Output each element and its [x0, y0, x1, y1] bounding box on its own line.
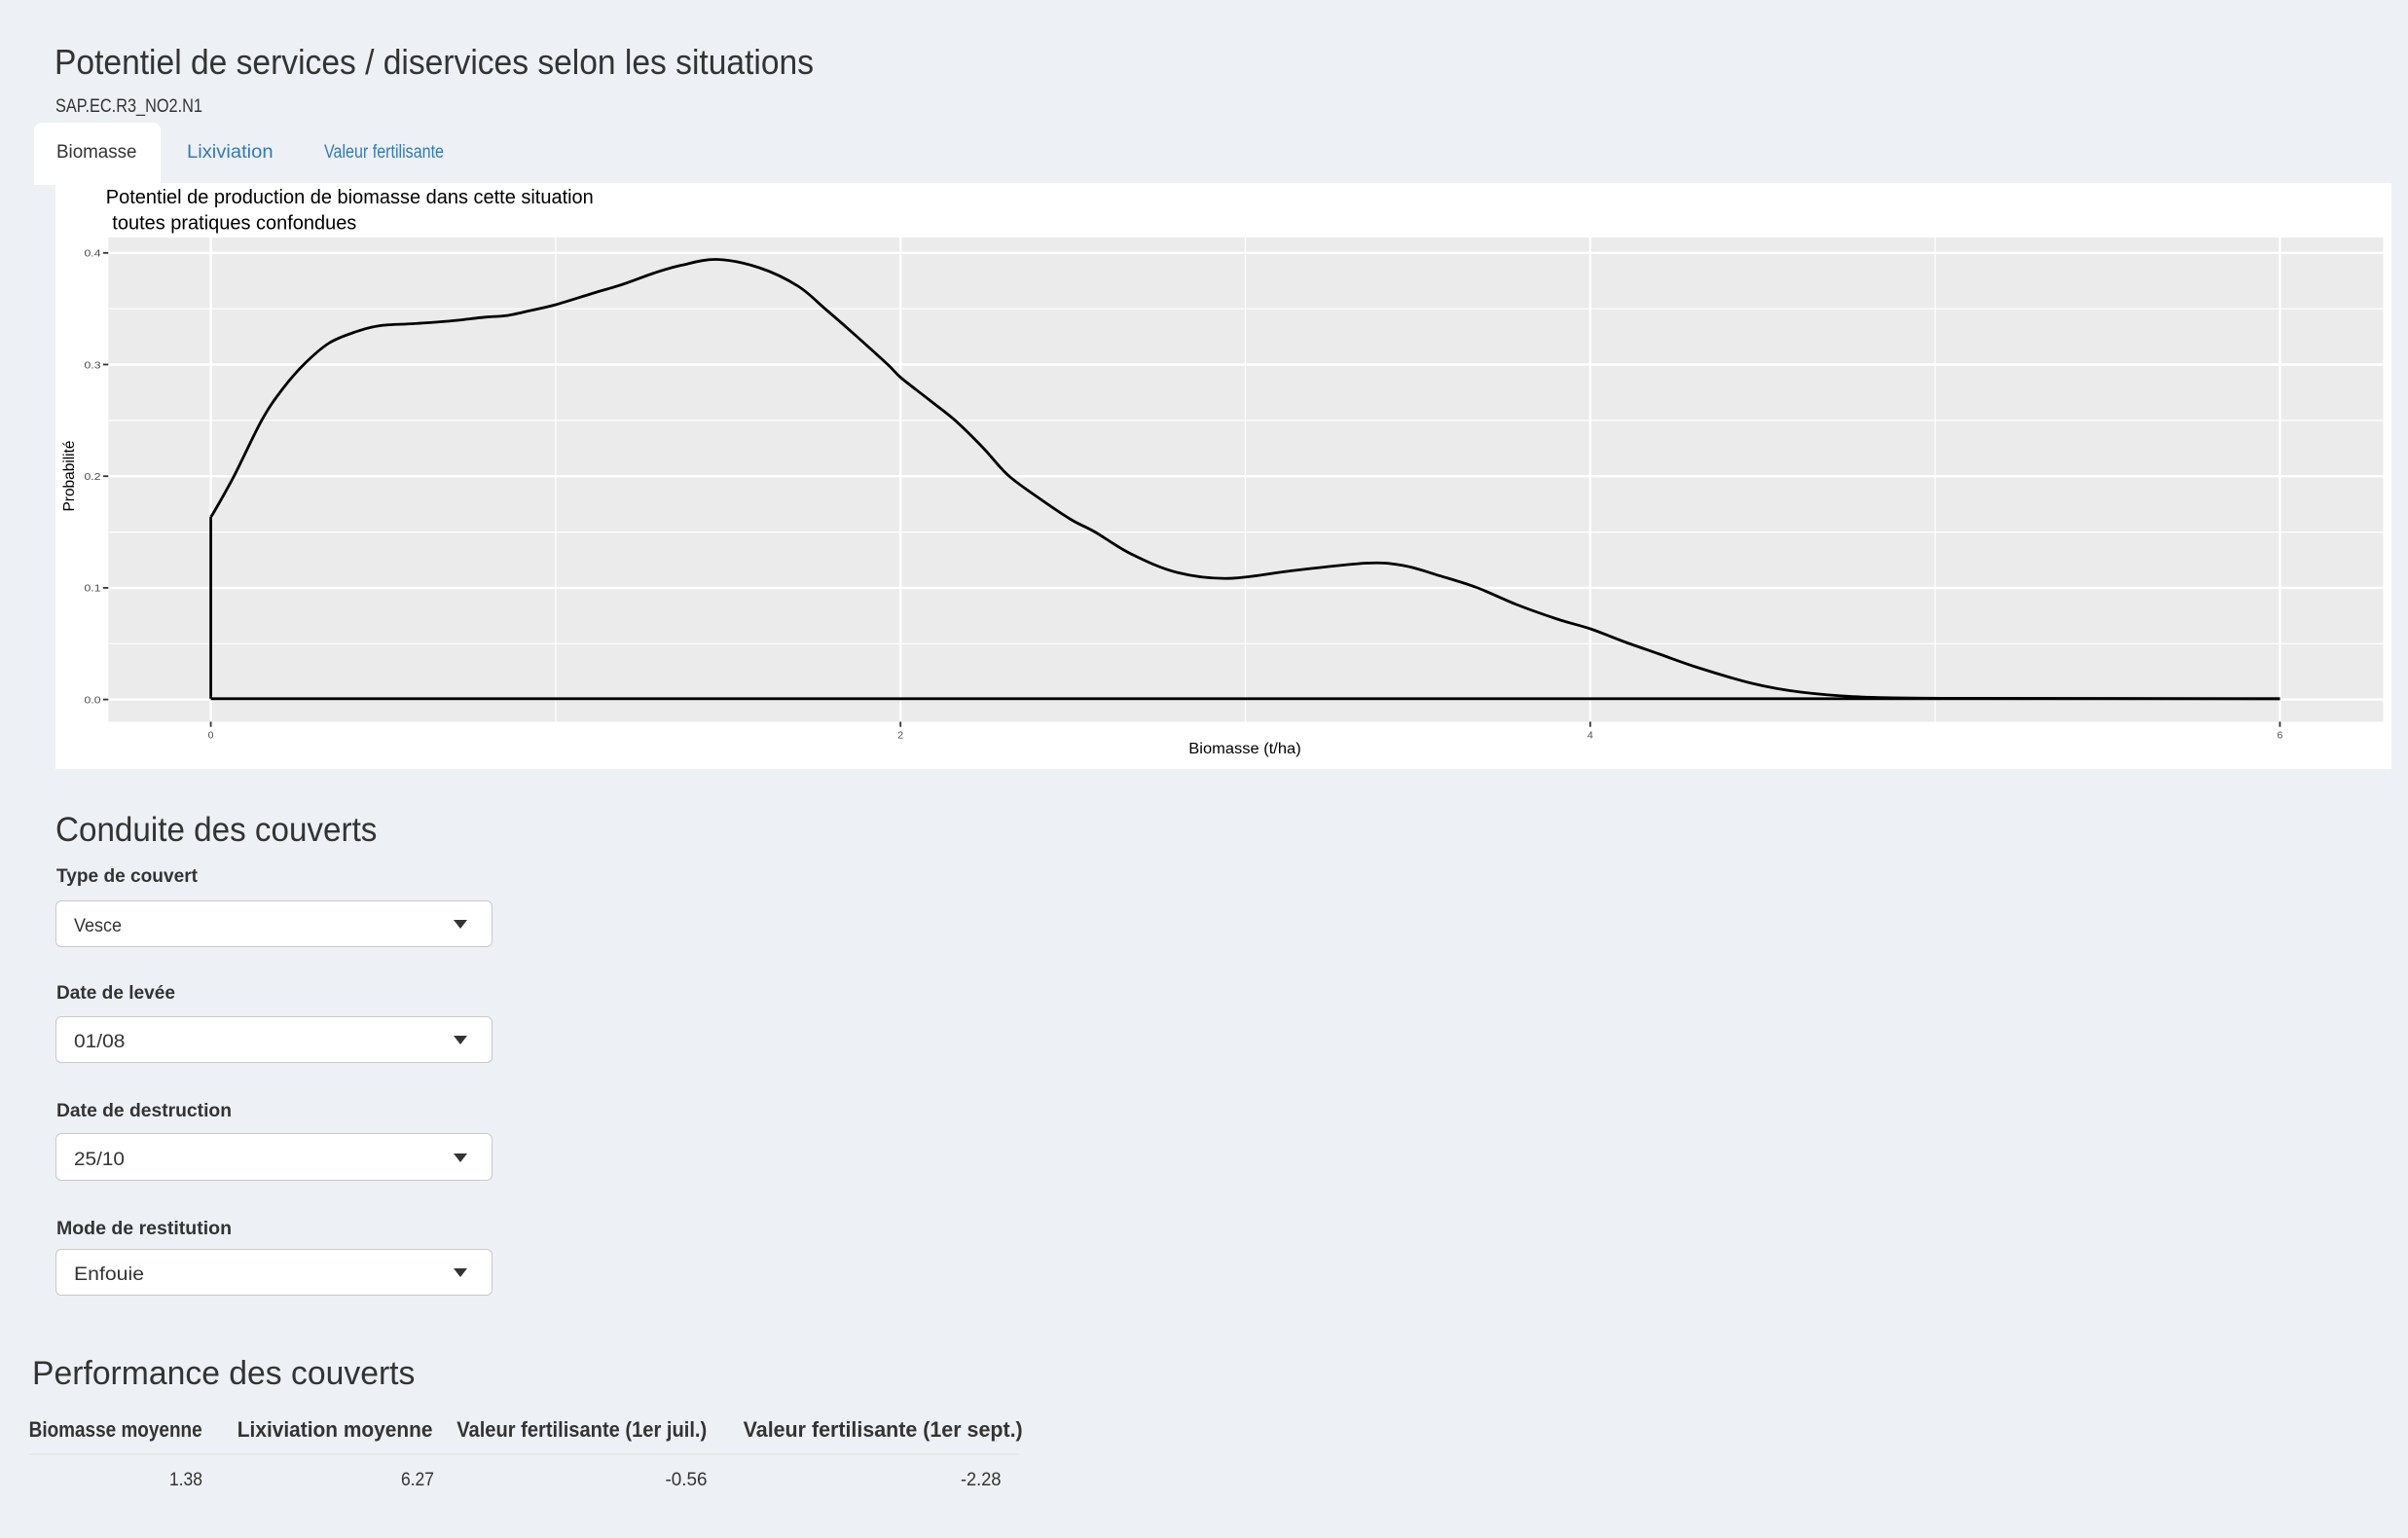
svg-text:0.1: 0.1: [85, 583, 101, 595]
svg-text:0.3: 0.3: [85, 359, 101, 371]
svg-text:toutes pratiques confondues: toutes pratiques confondues: [112, 212, 356, 235]
svg-text:0.0: 0.0: [85, 694, 101, 706]
svg-text:Probabilité: Probabilité: [61, 441, 78, 512]
svg-text:0.4: 0.4: [85, 248, 101, 260]
svg-text:2: 2: [897, 730, 903, 742]
svg-text:Potentiel de production de bio: Potentiel de production de biomasse dans…: [106, 186, 594, 208]
svg-text:0.2: 0.2: [85, 471, 101, 483]
svg-text:0: 0: [208, 730, 214, 742]
svg-text:Biomasse (t/ha): Biomasse (t/ha): [1188, 741, 1300, 757]
svg-text:4: 4: [1587, 730, 1593, 742]
svg-text:6: 6: [2277, 730, 2282, 742]
